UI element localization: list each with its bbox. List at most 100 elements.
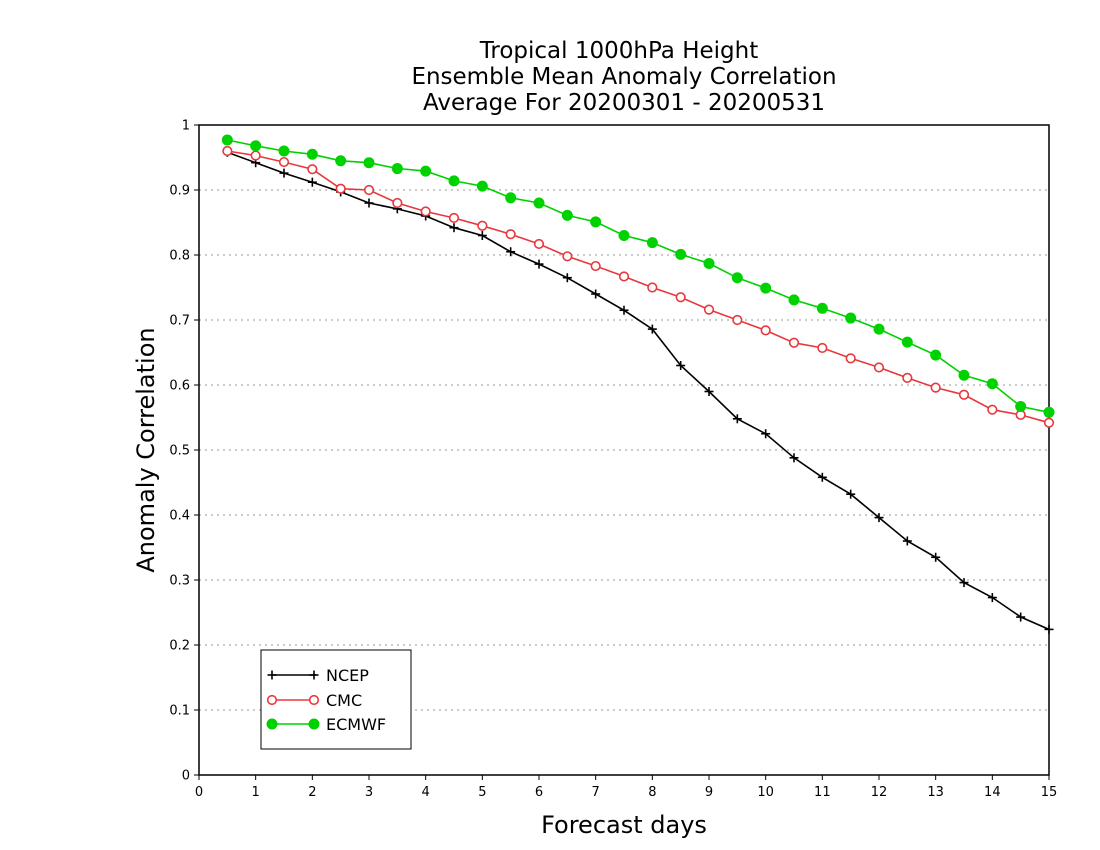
x-tick-label: 8 <box>648 785 656 800</box>
x-tick-label: 9 <box>705 785 713 800</box>
series-line-ncep <box>227 151 1050 631</box>
data-point-cmc <box>958 389 970 400</box>
data-point-cmc <box>562 251 573 262</box>
data-point-cmc <box>703 304 715 315</box>
x-tick-label: 0 <box>195 785 203 800</box>
data-point-ecmwf <box>363 157 375 169</box>
data-point-cmc <box>222 145 233 157</box>
y-tick-label: 0.1 <box>169 704 190 719</box>
series-ecmwf <box>221 134 1055 418</box>
x-tick-label: 14 <box>984 785 1001 800</box>
data-point-ecmwf <box>618 230 630 241</box>
series-cmc <box>222 145 1055 428</box>
data-point-ecmwf <box>646 237 658 249</box>
legend: NCEP CMC ECMWF <box>260 649 412 750</box>
data-point-ecmwf <box>788 294 800 306</box>
series-line-ecmwf <box>227 139 1050 414</box>
data-point-ecmwf <box>448 175 460 187</box>
data-point-ecmwf <box>703 257 715 269</box>
data-point-cmc <box>788 337 800 348</box>
data-point-cmc <box>930 382 941 393</box>
data-point-cmc <box>760 325 771 336</box>
legend-label: CMC <box>326 691 362 710</box>
x-axis-title: Forecast days <box>541 811 707 839</box>
data-point-cmc <box>392 197 403 209</box>
y-axis-title: Anomaly Correlation <box>132 327 160 572</box>
legend-marker <box>267 670 277 680</box>
data-point-ecmwf <box>306 148 318 160</box>
data-point-ecmwf <box>986 378 998 390</box>
data-point-ecmwf <box>533 197 545 209</box>
data-point-ecmwf <box>873 323 885 335</box>
data-point-ncep <box>647 324 657 334</box>
data-point-cmc <box>647 282 658 293</box>
data-point-cmc <box>845 353 856 364</box>
y-tick-label: 0 <box>182 769 190 784</box>
data-point-cmc <box>902 372 913 383</box>
data-point-ncep <box>477 231 487 240</box>
chart-title: Tropical 1000hPa Height Ensemble Mean An… <box>411 38 836 116</box>
y-tick-label: 0.8 <box>169 249 190 264</box>
data-point-cmc <box>533 238 545 250</box>
chart-title-line-1: Tropical 1000hPa Height <box>479 38 759 64</box>
y-tick-label: 1 <box>182 119 190 134</box>
x-tick-label: 2 <box>308 785 316 800</box>
chart-title-line-2: Ensemble Mean Anomaly Correlation <box>411 64 836 90</box>
data-point-cmc <box>987 404 998 415</box>
gridlines <box>199 189 1049 711</box>
data-point-ncep <box>931 552 941 562</box>
data-point-ecmwf <box>391 163 403 175</box>
series-line-cmc <box>227 150 1050 424</box>
data-point-ncep <box>874 513 884 523</box>
y-tick-label: 0.5 <box>169 444 190 459</box>
data-point-ecmwf <box>845 312 857 324</box>
data-point-ncep <box>902 536 912 546</box>
data-point-cmc <box>363 184 375 196</box>
data-point-cmc <box>675 292 686 303</box>
y-axis: 0 0.1 0.2 0.3 0.4 0.5 0.6 0.7 0.8 0.9 1 <box>169 119 199 784</box>
x-tick-label: 6 <box>535 785 543 800</box>
data-point-cmc <box>420 206 431 217</box>
y-tick-label: 0.7 <box>169 314 190 329</box>
data-point-ncep <box>676 361 686 370</box>
data-point-cmc <box>335 183 346 194</box>
legend-marker <box>308 694 320 706</box>
data-point-cmc <box>732 314 743 326</box>
data-point-ncep <box>817 472 827 482</box>
data-point-cmc <box>873 362 885 373</box>
data-point-ecmwf <box>278 145 290 157</box>
data-point-ncep <box>987 593 997 603</box>
data-point-ecmwf <box>505 192 517 204</box>
data-point-ncep <box>449 223 459 233</box>
chart-title-line-3: Average For 20200301 - 20200531 <box>423 90 825 116</box>
data-point-ecmwf <box>760 282 772 294</box>
data-point-ecmwf <box>476 180 488 192</box>
x-tick-label: 4 <box>422 785 430 800</box>
legend-marker <box>266 718 278 730</box>
x-axis: 0 1 2 3 4 5 6 7 8 9 10 11 12 13 14 15 <box>195 775 1057 800</box>
data-point-ncep <box>789 453 799 463</box>
data-point-ncep <box>534 259 544 269</box>
data-point-ecmwf <box>1043 406 1055 418</box>
data-point-cmc <box>590 260 601 272</box>
data-point-ncep <box>846 489 856 499</box>
data-point-ecmwf <box>250 140 262 152</box>
legend-item-ncep: NCEP <box>267 666 369 685</box>
data-point-ecmwf <box>561 209 573 221</box>
x-tick-label: 13 <box>927 785 944 800</box>
data-point-ncep <box>307 177 317 187</box>
legend-marker <box>309 670 319 680</box>
data-point-ecmwf <box>420 165 432 177</box>
series-layer <box>221 134 1055 634</box>
data-point-ncep <box>1016 612 1026 622</box>
data-point-ncep <box>279 168 289 178</box>
x-tick-label: 5 <box>478 785 486 800</box>
data-point-ncep <box>761 429 771 439</box>
y-tick-label: 0.2 <box>169 639 190 654</box>
y-tick-label: 0.6 <box>169 379 190 394</box>
data-point-cmc <box>505 229 516 240</box>
data-point-ecmwf <box>675 248 687 260</box>
data-point-ecmwf <box>221 134 233 146</box>
data-point-cmc <box>618 271 630 282</box>
